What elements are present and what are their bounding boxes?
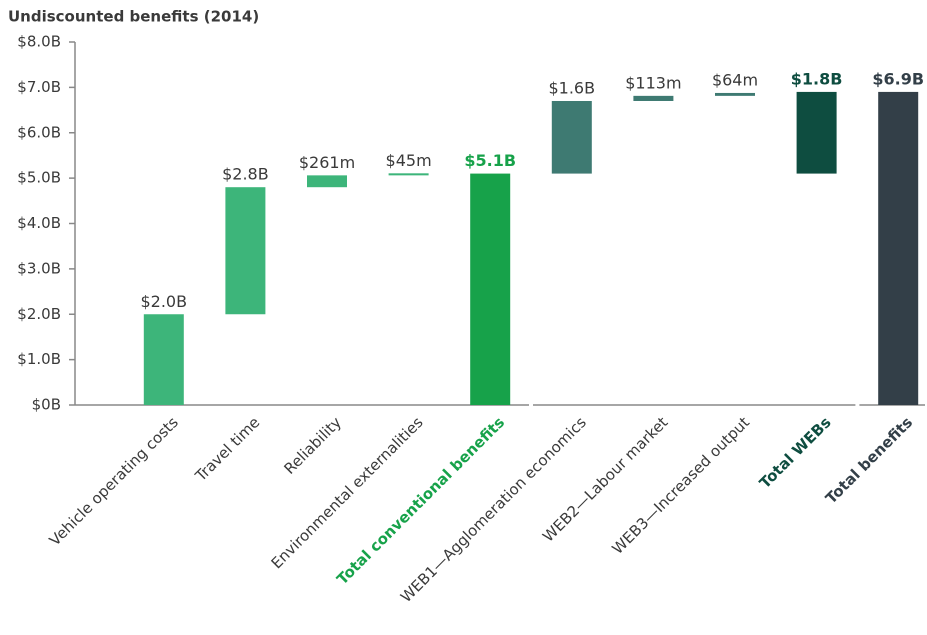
y-tick-label: $1.0B bbox=[17, 350, 61, 368]
value-label: $1.6B bbox=[548, 78, 595, 97]
y-tick-label: $6.0B bbox=[17, 123, 61, 141]
bar bbox=[715, 92, 755, 96]
x-tick-label: Reliability bbox=[280, 413, 345, 478]
value-label: $64m bbox=[712, 70, 758, 89]
bar bbox=[225, 187, 266, 315]
x-tick-label: Travel time bbox=[191, 413, 263, 485]
y-tick-label: $4.0B bbox=[17, 214, 61, 232]
value-label: $5.1B bbox=[464, 151, 516, 170]
bar bbox=[633, 95, 674, 101]
bar bbox=[551, 100, 592, 174]
value-label: $2.8B bbox=[222, 165, 269, 184]
x-tick-label: Total conventional benefits bbox=[333, 413, 508, 588]
bar bbox=[470, 173, 511, 405]
y-tick-label: $2.0B bbox=[17, 305, 61, 323]
x-tick-label: Total WEBs bbox=[756, 413, 835, 492]
x-tick-label: Vehicle operating costs bbox=[46, 413, 182, 549]
y-tick-label: $3.0B bbox=[17, 259, 61, 277]
bar bbox=[388, 173, 429, 176]
bar bbox=[143, 314, 184, 405]
value-label: $261m bbox=[299, 153, 355, 172]
bar bbox=[796, 91, 837, 174]
y-tick-label: $5.0B bbox=[17, 169, 61, 187]
chart-title: Undiscounted benefits (2014) bbox=[8, 8, 259, 26]
value-label: $1.8B bbox=[791, 69, 843, 88]
bar bbox=[878, 91, 919, 405]
value-label: $6.9B bbox=[872, 69, 924, 88]
value-label: $2.0B bbox=[140, 292, 187, 311]
y-tick-label: $0B bbox=[32, 396, 61, 414]
value-label: $45m bbox=[386, 151, 432, 170]
bar bbox=[307, 175, 347, 188]
y-tick-label: $7.0B bbox=[17, 78, 61, 96]
x-tick-label: Total benefits bbox=[822, 413, 916, 507]
x-tick-label: Environmental externalities bbox=[268, 413, 427, 572]
value-label: $113m bbox=[625, 73, 681, 92]
x-tick-label: WEB3—Increased output bbox=[608, 413, 753, 558]
y-tick-label: $8.0B bbox=[17, 33, 61, 51]
